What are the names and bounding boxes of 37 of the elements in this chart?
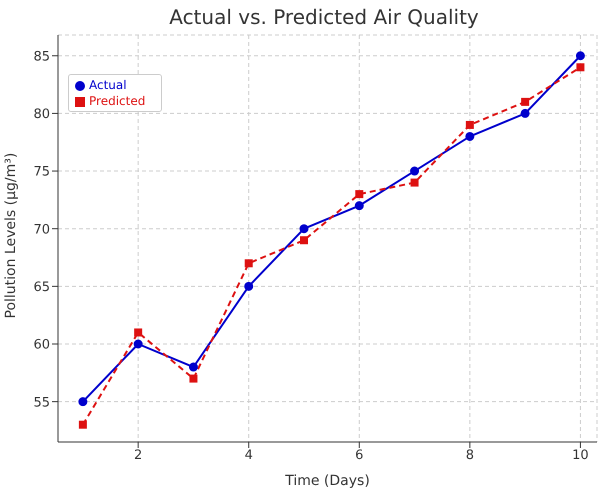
y-tick-label: 60	[33, 338, 50, 353]
point	[576, 63, 584, 72]
point	[410, 166, 420, 176]
y-tick-label: 65	[33, 280, 50, 295]
y-tick-label: 70	[33, 222, 50, 238]
y-axis-title: Pollution Levels (µg/m³)	[2, 152, 19, 318]
x-tick-label: 2	[134, 448, 142, 464]
point	[134, 328, 142, 336]
legend-label: Actual	[89, 78, 127, 92]
y-tick-label: 85	[33, 49, 50, 64]
legend-label: Predicted	[89, 94, 146, 108]
point	[520, 108, 530, 118]
x-tick-label: 4	[244, 448, 253, 464]
point	[465, 132, 474, 141]
y-tick-label: 75	[33, 164, 50, 180]
point	[78, 397, 88, 406]
point	[466, 120, 474, 129]
point	[244, 259, 253, 268]
y-tick-label: 55	[33, 395, 50, 410]
point	[244, 282, 254, 291]
point	[134, 339, 143, 348]
chart-title: Actual vs. Predicted Air Quality	[168, 4, 480, 31]
point	[521, 98, 530, 106]
point	[78, 420, 87, 429]
point	[189, 374, 198, 383]
point	[188, 362, 198, 372]
x-axis-title: Time (Days)	[284, 473, 370, 489]
point	[410, 178, 419, 187]
y-tick-label: 80	[33, 107, 50, 122]
x-tick-label: 8	[466, 448, 474, 464]
point	[300, 224, 309, 234]
point	[354, 201, 364, 210]
point	[300, 236, 308, 244]
x-tick-label: 10	[572, 448, 589, 464]
point	[576, 51, 585, 60]
x-tick-label: 6	[355, 448, 364, 464]
point	[355, 190, 364, 198]
